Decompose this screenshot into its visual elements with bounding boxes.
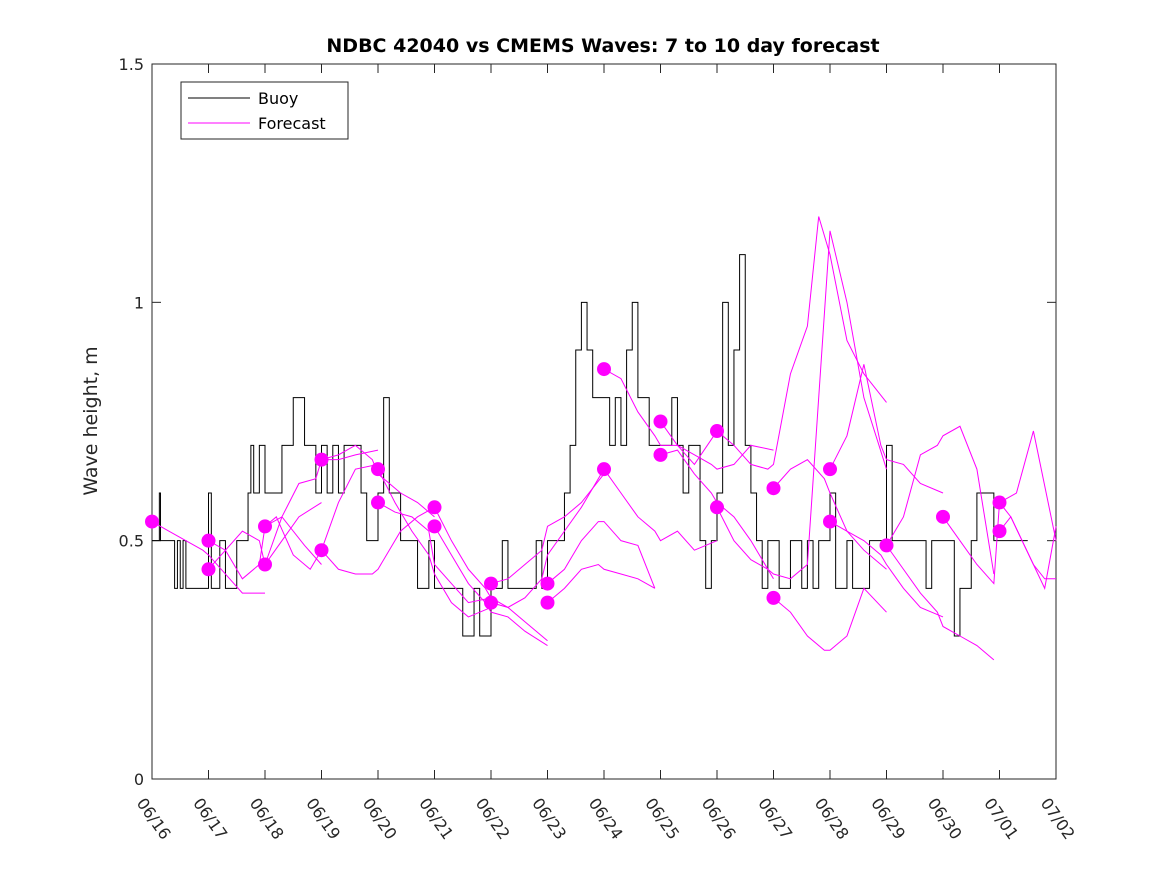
forecast-start-point (710, 424, 724, 439)
chart-title: NDBC 42040 vs CMEMS Waves: 7 to 10 day f… (326, 35, 879, 57)
y-axis-label: Wave height, m (80, 346, 102, 495)
forecast-line (208, 516, 322, 580)
forecast-start-point (258, 519, 272, 534)
forecast-start-point (766, 481, 781, 496)
plot-area (151, 63, 1057, 780)
forecast-start-point (653, 447, 668, 462)
forecast-start-point (314, 543, 329, 558)
forecast-start-point (201, 533, 216, 548)
forecast-start-point (823, 462, 837, 477)
forecast-line (886, 545, 995, 661)
forecast-start-point (314, 452, 329, 467)
forecast-start-point (879, 538, 894, 553)
forecast-line (490, 468, 605, 608)
legend-forecast-label: Forecast (258, 114, 326, 133)
forecast-start-point (371, 462, 385, 477)
forecast-line (547, 521, 656, 589)
legend-box (180, 81, 349, 140)
forecast-start-point (427, 500, 442, 515)
forecast-line (434, 507, 548, 642)
forecast-start-point (992, 495, 1007, 510)
buoy-series-layer (152, 254, 1028, 637)
forecast-start-point (766, 590, 781, 605)
forecast-start-point (653, 414, 668, 429)
y-tick-label: 0.5 (119, 532, 144, 551)
forecast-start-point (484, 595, 498, 610)
forecast-line (547, 563, 656, 604)
y-tick-label: 1.5 (119, 55, 144, 74)
forecast-line (829, 364, 944, 494)
forecast-start-point (145, 514, 159, 529)
forecast-line (264, 449, 379, 565)
forecast-line (660, 449, 774, 580)
forecast-line (999, 515, 1056, 580)
forecast-start-point (936, 509, 950, 524)
forecast-line (490, 473, 605, 585)
forecast-line (377, 502, 492, 604)
forecast-start-point (597, 362, 611, 377)
forecast-start-point (823, 514, 837, 529)
forecast-start-point (201, 562, 216, 577)
forecast-line (773, 587, 887, 651)
forecast-line (660, 421, 774, 470)
legend: Buoy Forecast (180, 81, 349, 140)
forecast-start-point (371, 495, 385, 510)
forecast-line (603, 468, 718, 551)
forecast-line (208, 502, 322, 570)
y-tick-label: 0 (134, 770, 144, 789)
forecast-series-layer (151, 216, 1057, 661)
forecast-start-points (145, 362, 1007, 610)
forecast-start-point (427, 519, 442, 534)
forecast-line (716, 230, 887, 580)
forecast-start-point (258, 557, 272, 572)
forecast-start-point (484, 576, 498, 591)
forecast-start-point (710, 500, 724, 515)
forecast-start-point (540, 576, 555, 591)
y-tick-label: 1 (134, 293, 144, 312)
forecast-start-point (992, 524, 1007, 539)
y-axis-ticks: 0 0.5 1 1.5 (119, 55, 1056, 789)
forecast-line (603, 368, 718, 466)
forecast-line (716, 216, 887, 470)
forecast-line (886, 425, 995, 575)
forecast-line (151, 521, 265, 594)
forecast-line (773, 459, 887, 570)
buoy-line (152, 254, 1028, 637)
forecast-line (942, 430, 1057, 585)
forecast-line (829, 521, 944, 618)
forecast-start-point (597, 462, 611, 477)
forecast-line (377, 468, 492, 618)
forecast-start-point (540, 595, 555, 610)
forecast-line (264, 463, 379, 571)
legend-buoy-label: Buoy (258, 89, 298, 108)
